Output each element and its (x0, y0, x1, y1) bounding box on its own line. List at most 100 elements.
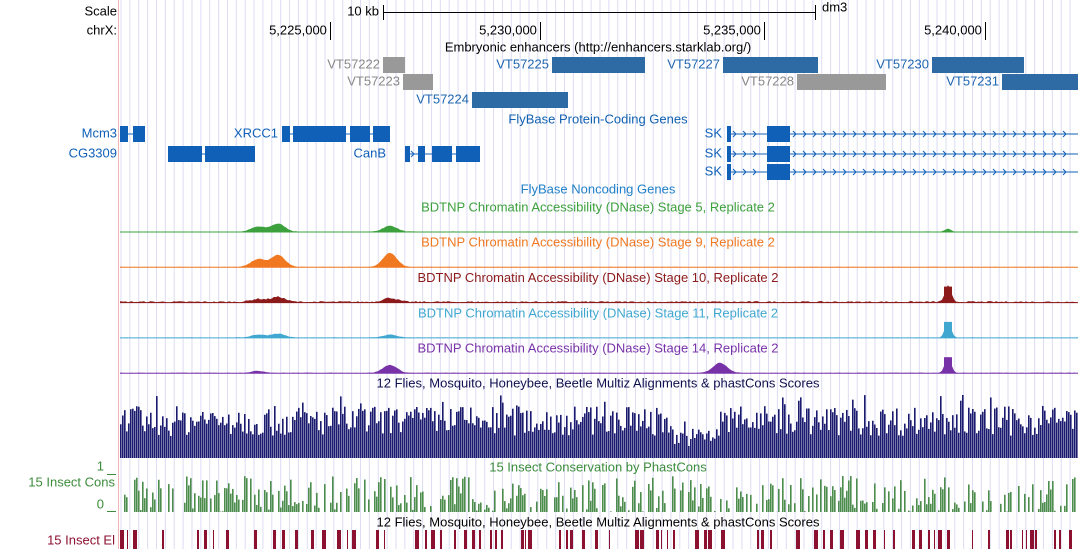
phastcons-bar (430, 506, 432, 512)
phastcons-bar (452, 477, 454, 512)
conservation-bar (566, 415, 568, 458)
conservation-bar (242, 431, 244, 458)
conservation-bar (978, 430, 980, 458)
phastcons-bar (544, 495, 546, 512)
conservation-bar (784, 404, 786, 458)
phastcons-bar (1038, 508, 1040, 512)
conservation-bar (692, 428, 694, 458)
phastcons-bar (246, 478, 248, 512)
enhancer (932, 57, 1024, 73)
element (347, 530, 348, 549)
conservation-bar (278, 423, 280, 458)
conservation-bar (632, 412, 634, 458)
conservation-bar (324, 412, 326, 458)
phastcons-bar (574, 489, 576, 512)
conservation-bar (1028, 415, 1030, 458)
gene-label: CanB (353, 145, 386, 160)
phastcons-bar (524, 493, 526, 512)
conservation-bar (488, 427, 490, 458)
gene-label: XRCC1 (234, 125, 278, 140)
element (415, 530, 419, 549)
conservation-bar (478, 417, 480, 458)
phastcons-bar (478, 503, 480, 512)
conservation-bar (924, 417, 926, 458)
phastcons-bar (234, 502, 236, 512)
phastcons-bar (384, 479, 386, 512)
conservation-bar (744, 419, 746, 458)
strand-arrow (742, 168, 747, 176)
conservation-bar (602, 416, 604, 458)
chrom-label: chrX: (87, 22, 117, 37)
strand-arrow (852, 168, 857, 176)
phastcons-bar (378, 482, 380, 512)
element (1010, 530, 1012, 549)
side-label: 15 Insect El (47, 532, 115, 547)
phastcons-bar (742, 497, 744, 512)
phastcons-bar (788, 504, 790, 512)
conservation-bar (378, 421, 380, 458)
conservation-bar (590, 407, 592, 458)
signal-peak (944, 357, 952, 374)
phastcons-bar (480, 502, 482, 512)
phastcons-bar (250, 478, 252, 512)
phastcons-bar (1052, 481, 1054, 512)
conservation-bar (268, 409, 270, 458)
conservation-bar (822, 416, 824, 458)
phastcons-bar (1072, 478, 1074, 512)
conservation-bar (490, 427, 492, 458)
conservation-bar (150, 412, 152, 458)
phastcons-bar (804, 511, 806, 512)
conservation-bar (1052, 409, 1054, 458)
element (1022, 530, 1023, 549)
conservation-bar (758, 428, 760, 458)
conservation-bar (856, 410, 858, 458)
strand-arrow (1022, 130, 1027, 138)
element (609, 530, 610, 549)
element (595, 530, 598, 549)
conservation-bar (610, 415, 612, 458)
exon (133, 126, 145, 142)
conservation-bar (348, 429, 350, 458)
phastcons-bar (244, 476, 246, 512)
conservation-bar (724, 412, 726, 458)
conservation-bar (152, 428, 154, 458)
phastcons-bar (948, 487, 950, 512)
conservation-bar (138, 406, 140, 458)
conservation-bar (424, 417, 426, 458)
conservation-bar (528, 431, 530, 458)
conservation-bar (580, 421, 582, 458)
conservation-bar (752, 422, 754, 458)
phastcons-bar (392, 497, 394, 512)
conservation-bar (1024, 433, 1026, 458)
phastcons-bar (932, 489, 934, 512)
phastcons-bar (916, 498, 918, 512)
element (796, 530, 800, 549)
conservation-bar (970, 413, 972, 458)
phastcons-bar (642, 511, 644, 512)
phastcons-bar (968, 484, 970, 512)
conservation-bar (644, 409, 646, 458)
conservation-bar (792, 431, 794, 458)
conservation-bar (232, 425, 234, 458)
phastcons-bar (340, 491, 342, 512)
assembly-label: dm3 (822, 0, 847, 14)
phastcons-bar (808, 495, 810, 512)
phastcons-bar (720, 498, 722, 512)
phastcons-bar (892, 498, 894, 512)
phastcons-bar (650, 490, 652, 512)
phastcons-bar (572, 498, 574, 512)
strand-arrow (1002, 150, 1007, 158)
strand-arrow (732, 150, 737, 158)
conservation-bar (154, 426, 156, 458)
conservation-bar (264, 414, 266, 458)
conservation-bar (358, 408, 360, 458)
signal-peak (944, 286, 952, 303)
phastcons-bar (168, 484, 170, 512)
phastcons-bar (334, 509, 336, 512)
side-label: 15 Insect Cons (28, 474, 115, 489)
conservation-bar (730, 408, 732, 458)
strand-arrow (932, 130, 937, 138)
phastcons-bar (232, 488, 234, 512)
element (376, 530, 379, 549)
exon (120, 126, 128, 142)
